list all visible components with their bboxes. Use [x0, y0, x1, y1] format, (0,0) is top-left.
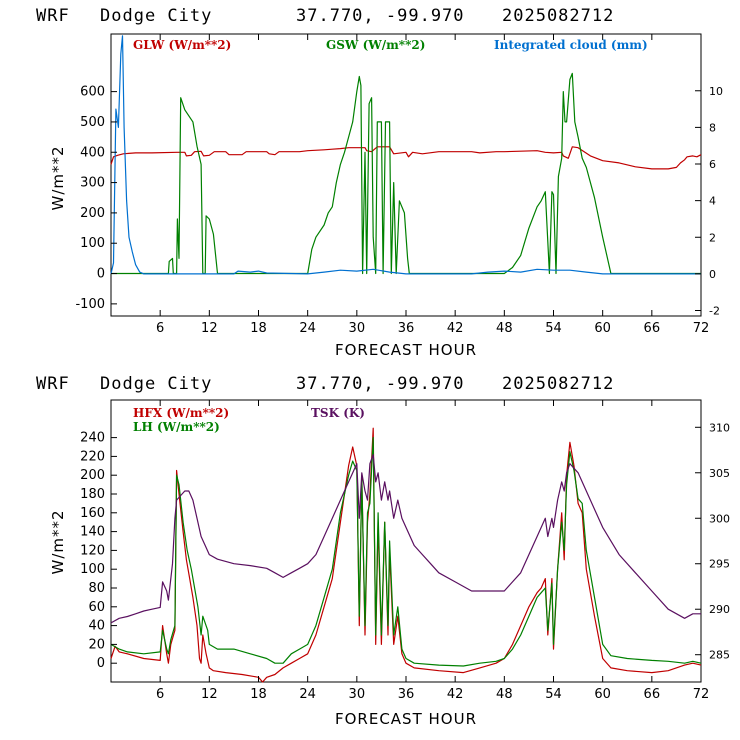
x-tick-label: 48 [496, 321, 513, 336]
x-tick-label: 12 [201, 687, 218, 702]
series-line-integrated [110, 35, 701, 275]
x-tick-label: 48 [496, 687, 513, 702]
y-tick-label: 500 [80, 115, 105, 130]
y-tick-label: 400 [80, 145, 105, 160]
x-tick-label: 30 [349, 321, 366, 336]
y-tick-label: 220 [80, 449, 105, 464]
x-tick-label: 54 [545, 687, 562, 702]
legend-integrated-cloud: Integrated cloud (mm) [494, 38, 648, 52]
legend-hfx: HFX (W/m**2) [133, 406, 229, 420]
x-axis-label: FORECAST HOUR [335, 710, 477, 728]
legend-gsw: GSW (W/m**2) [326, 38, 425, 52]
y2-tick-label: 4 [709, 195, 716, 208]
y-tick-label: 0 [97, 656, 105, 671]
y-tick-label: 200 [80, 468, 105, 483]
x-tick-label: 36 [398, 321, 415, 336]
y2-tick-label: 6 [709, 158, 716, 171]
y-tick-label: 240 [80, 431, 105, 446]
y-tick-label: 140 [80, 525, 105, 540]
y2-tick-label: 290 [709, 603, 730, 616]
legend-tsk: TSK (K) [311, 406, 365, 420]
x-axis-label: FORECAST HOUR [335, 341, 477, 359]
y-axis-label: W/m**2 [49, 509, 67, 574]
plot-frame [110, 399, 702, 683]
y-tick-label: 600 [80, 85, 105, 100]
y2-tick-label: 295 [709, 558, 730, 571]
x-tick-label: 54 [545, 321, 562, 336]
y2-tick-label: 2 [709, 231, 716, 244]
x-tick-label: 72 [693, 687, 710, 702]
x-tick-label: 42 [447, 321, 464, 336]
panel-1-header: WRF Dodge City 37.770, -99.970 202508271… [36, 6, 614, 26]
y2-tick-label: 310 [709, 421, 730, 434]
y-tick-label: 300 [80, 176, 105, 191]
y-axis-left: 0 20 40 60 80 100 120 140 160 180 200 220 240 [80, 431, 117, 671]
x-tick-label: 30 [349, 687, 366, 702]
y2-tick-label: -2 [709, 305, 720, 318]
y-tick-label: 100 [80, 562, 105, 577]
legend-lh: LH (W/m**2) [133, 420, 220, 434]
series-line-hfx [110, 427, 702, 683]
y-tick-label: 200 [80, 206, 105, 221]
x-tick-label: 60 [594, 321, 611, 336]
x-axis: 6 12 18 24 30 36 42 48 54 60 66 72 [156, 400, 709, 702]
header-coords: 37.770, -99.970 [296, 6, 465, 26]
y-tick-label: 40 [88, 619, 105, 634]
header-model: WRF [36, 374, 70, 394]
series-layer [110, 35, 702, 275]
y-tick-label: 0 [97, 267, 105, 282]
y2-tick-label: 305 [709, 467, 730, 480]
y-axis-right: -2 0 2 4 6 8 10 [695, 85, 723, 318]
header-model: WRF [36, 6, 70, 26]
x-tick-label: 12 [201, 321, 218, 336]
x-tick-label: 24 [299, 321, 316, 336]
y-axis-left: -100 0 100 200 300 400 500 600 [75, 85, 117, 312]
x-axis: 6 12 18 24 30 36 42 48 54 60 66 72 [156, 34, 709, 336]
y2-tick-label: 0 [709, 268, 716, 281]
x-tick-label: 72 [693, 321, 710, 336]
y-tick-label: 120 [80, 543, 105, 558]
y-axis-label: W/m**2 [49, 145, 67, 210]
y2-tick-label: 10 [709, 85, 723, 98]
series-line-gsw [111, 72, 701, 275]
legend-glw: GLW (W/m**2) [133, 38, 231, 52]
x-tick-label: 36 [398, 687, 415, 702]
x-tick-label: 18 [250, 687, 267, 702]
series-layer [110, 427, 702, 683]
header-location: Dodge City [100, 6, 212, 26]
y2-tick-label: 300 [709, 512, 730, 525]
series-line-lh [110, 437, 702, 667]
y-tick-label: 80 [88, 581, 105, 596]
series-line-tsk [110, 454, 701, 624]
y-tick-label: 60 [88, 600, 105, 615]
y-tick-label: -100 [75, 297, 105, 312]
x-tick-label: 66 [644, 321, 661, 336]
header-coords: 37.770, -99.970 [296, 374, 465, 394]
x-tick-label: 60 [594, 687, 611, 702]
x-tick-label: 66 [644, 687, 661, 702]
panel-2-header: WRF Dodge City 37.770, -99.970 202508271… [36, 374, 614, 394]
y2-tick-label: 8 [709, 121, 716, 134]
radiation-panel: 6 12 18 24 30 36 42 48 54 60 66 72 -100010020030040… [49, 33, 723, 359]
header-init-time: 2025082712 [502, 374, 614, 394]
y2-tick-label: 285 [709, 649, 730, 662]
header-init-time: 2025082712 [502, 6, 614, 26]
y-tick-label: 160 [80, 506, 105, 521]
y-tick-label: 20 [88, 637, 105, 652]
x-tick-label: 42 [447, 687, 464, 702]
x-tick-label: 24 [299, 687, 316, 702]
y-tick-label: 100 [80, 236, 105, 251]
header-location: Dodge City [100, 374, 212, 394]
surface-flux-panel: 6 12 18 24 30 36 42 48 54 60 66 72 0 20 40 60 80 100 120 1… [49, 399, 730, 728]
y-axis-right: 285 290 295 300 305 310 [695, 421, 730, 662]
x-tick-label: 6 [156, 321, 164, 336]
y-tick-label: 180 [80, 487, 105, 502]
x-tick-label: 6 [156, 687, 164, 702]
x-tick-label: 18 [250, 321, 267, 336]
